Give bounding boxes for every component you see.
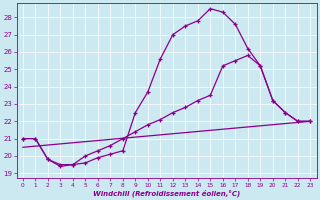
X-axis label: Windchill (Refroidissement éolien,°C): Windchill (Refroidissement éolien,°C) — [93, 189, 240, 197]
